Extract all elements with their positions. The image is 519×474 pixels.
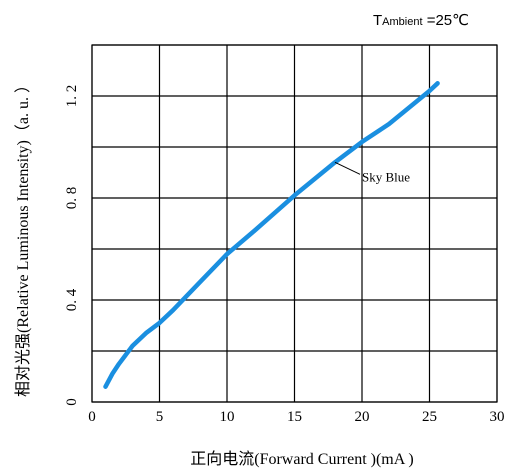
grid-layer [91, 44, 498, 403]
tick-layer: 0 5 10 15 20 25 30 0 0. 4 0. 8 1. 2 [64, 85, 505, 425]
series-label-leader-line [334, 161, 361, 175]
x-tick-label: 5 [156, 409, 164, 425]
series-label-sky-blue: Sky Blue [362, 169, 410, 184]
annotation-suffix: =25℃ [423, 12, 469, 29]
y-tick-label: 1. 2 [64, 85, 80, 108]
x-tick-label: 10 [220, 409, 235, 425]
x-axis-label: 正向电流(Forward Current )(mA ) [190, 450, 414, 468]
x-tick-label: 30 [490, 409, 505, 425]
series-layer [103, 81, 440, 389]
y-tick-label: 0 [64, 398, 80, 406]
annotation-subscript: Ambient [382, 16, 422, 28]
series-line-sky-blue [103, 81, 440, 389]
x-tick-label: 0 [88, 409, 96, 425]
y-axis-label: 相对光强(Relative Luminous Intensity)（a. u. … [14, 77, 32, 397]
y-tick-label: 0. 4 [64, 288, 80, 311]
annotation-prefix: T [373, 12, 382, 29]
x-tick-label: 20 [355, 409, 370, 425]
x-tick-label: 15 [287, 409, 302, 425]
x-tick-label: 25 [422, 409, 437, 425]
ambient-temperature-annotation: TAmbient =25℃ [373, 12, 469, 29]
y-tick-label: 0. 8 [64, 187, 80, 210]
